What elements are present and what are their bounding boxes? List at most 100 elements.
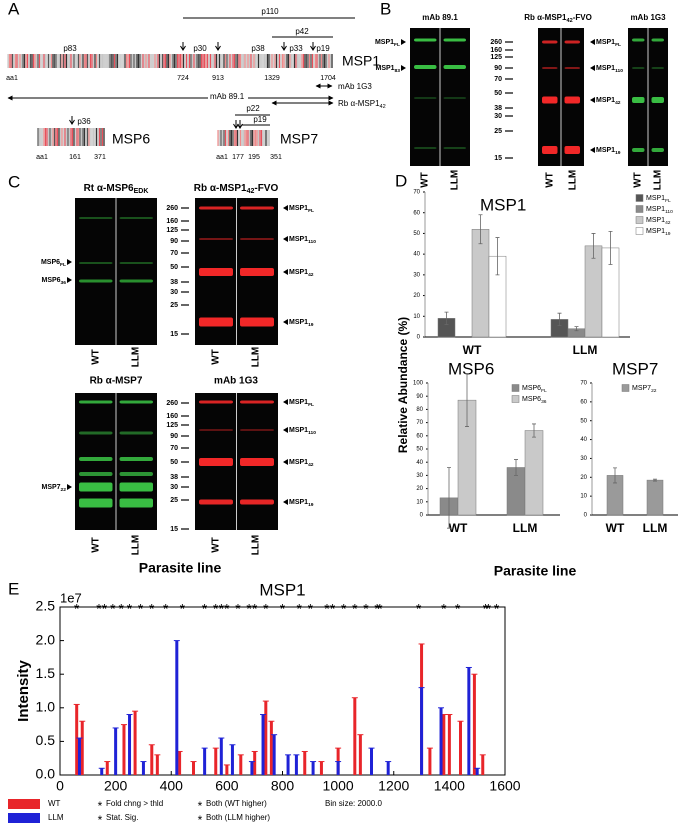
band-label-base: MSP1: [375, 39, 394, 46]
band-label-sub: FL: [60, 262, 66, 268]
lane-label: WT: [545, 172, 556, 188]
band-label-sub: 19: [308, 322, 314, 328]
significance-star: *: [330, 601, 336, 617]
significance-star: *: [219, 601, 225, 617]
pointer: [283, 459, 288, 465]
band-label-base: MSP6: [41, 259, 60, 266]
legend-label: MSP6FL: [522, 385, 547, 394]
legend-label-base: MSP1: [646, 206, 665, 213]
y-tick-label: 0.0: [36, 766, 56, 782]
band-label: MSP119: [289, 319, 314, 328]
significance-star: *: [118, 601, 124, 617]
marker-size: 15: [494, 155, 502, 162]
stem-bar: [192, 761, 195, 775]
significance-star: *: [280, 601, 286, 617]
significance-star: *: [494, 601, 500, 617]
error-bar: [447, 467, 451, 529]
stem-bar: [100, 768, 104, 775]
stem-bar: [128, 714, 132, 775]
pointer: [283, 499, 288, 505]
significance-star: *: [416, 601, 422, 617]
y-tick-label: 80: [416, 407, 423, 413]
error-bar: [557, 312, 562, 327]
bar: [524, 430, 544, 516]
pointer: [590, 39, 595, 45]
band: [119, 482, 153, 492]
band-label-base: MSP1: [289, 399, 308, 406]
significance-star: *: [213, 601, 219, 617]
pointer: [283, 399, 288, 405]
cleavage-arrow-head: [237, 123, 243, 129]
pointer: [401, 39, 406, 45]
marker-size: 50: [170, 459, 178, 466]
band-label: MSP1FL: [375, 39, 400, 48]
aa-position: 351: [270, 154, 282, 161]
significance-star: *: [486, 601, 492, 617]
legend-label-base: MSP1: [646, 195, 665, 202]
y-tick-label: 20: [580, 475, 587, 481]
band-label-sub: 110: [615, 68, 623, 74]
band: [79, 457, 113, 461]
stem-bar: [214, 748, 218, 775]
y-tick-label: 10: [413, 314, 420, 320]
significance-star: *: [96, 601, 102, 617]
pointer: [283, 427, 288, 433]
significance-star: *: [308, 601, 314, 617]
stem-bar: [230, 744, 234, 775]
bar: [646, 479, 664, 516]
stem-bar: [239, 754, 243, 775]
band: [119, 498, 153, 508]
x-tick-label: LLM: [643, 521, 668, 535]
stem-bar: [428, 748, 432, 775]
band-label: MSP119: [289, 499, 314, 508]
stem-bar: [219, 738, 223, 775]
pointer: [67, 259, 72, 265]
blot-title: Rt α-MSP6EDK: [84, 183, 149, 196]
x-tick-label: WT: [606, 521, 625, 535]
plot-frame: [59, 606, 506, 776]
band: [564, 67, 580, 69]
legend-label-base: MSP6: [522, 385, 541, 392]
significance-star: *: [235, 601, 241, 617]
marker-size: 38: [170, 474, 178, 481]
band-label-sub: 42: [308, 462, 314, 468]
chart-title: MSP7: [612, 359, 658, 378]
significance-star: *: [263, 601, 269, 617]
significance-star: *: [352, 601, 358, 617]
legend-label: LLM: [48, 813, 64, 822]
band: [542, 67, 558, 69]
span-label: p22: [246, 104, 260, 113]
antibody-label: mAb 89.1: [210, 92, 245, 101]
band: [240, 458, 274, 466]
marker-size: 30: [170, 484, 178, 491]
legend-label-sub: 36: [541, 399, 547, 405]
band-label-sub: 22: [61, 487, 67, 493]
legend-label-sub: 19: [665, 231, 671, 237]
legend-star: *: [198, 799, 203, 813]
band-label-base: MSP1: [289, 236, 308, 243]
band: [542, 96, 558, 104]
span-label: p110: [261, 7, 279, 16]
band-label-sub: 36: [61, 280, 67, 286]
stem-bar: [475, 768, 479, 775]
band: [651, 97, 664, 103]
aa-position: 371: [94, 154, 106, 161]
significance-star: *: [483, 601, 489, 617]
blot-title: mAb 1G3: [214, 376, 258, 387]
legend-swatch: [621, 384, 630, 392]
stem-bar: [358, 734, 362, 775]
legend-label-base: MSP6: [522, 396, 541, 403]
y-tick-label: 0: [420, 513, 424, 519]
significance-star: *: [252, 601, 258, 617]
stem-bar: [286, 754, 290, 775]
band: [119, 262, 153, 264]
y-tick-label: 40: [413, 252, 420, 258]
stem-bar: [114, 727, 118, 775]
band: [199, 429, 233, 431]
panel-label: B: [380, 0, 391, 18]
legend-label: MSP636: [522, 396, 547, 405]
legend-swatch: [8, 813, 40, 823]
band-label-base: MSP1: [289, 269, 308, 276]
y-tick-label: 50: [416, 447, 423, 453]
